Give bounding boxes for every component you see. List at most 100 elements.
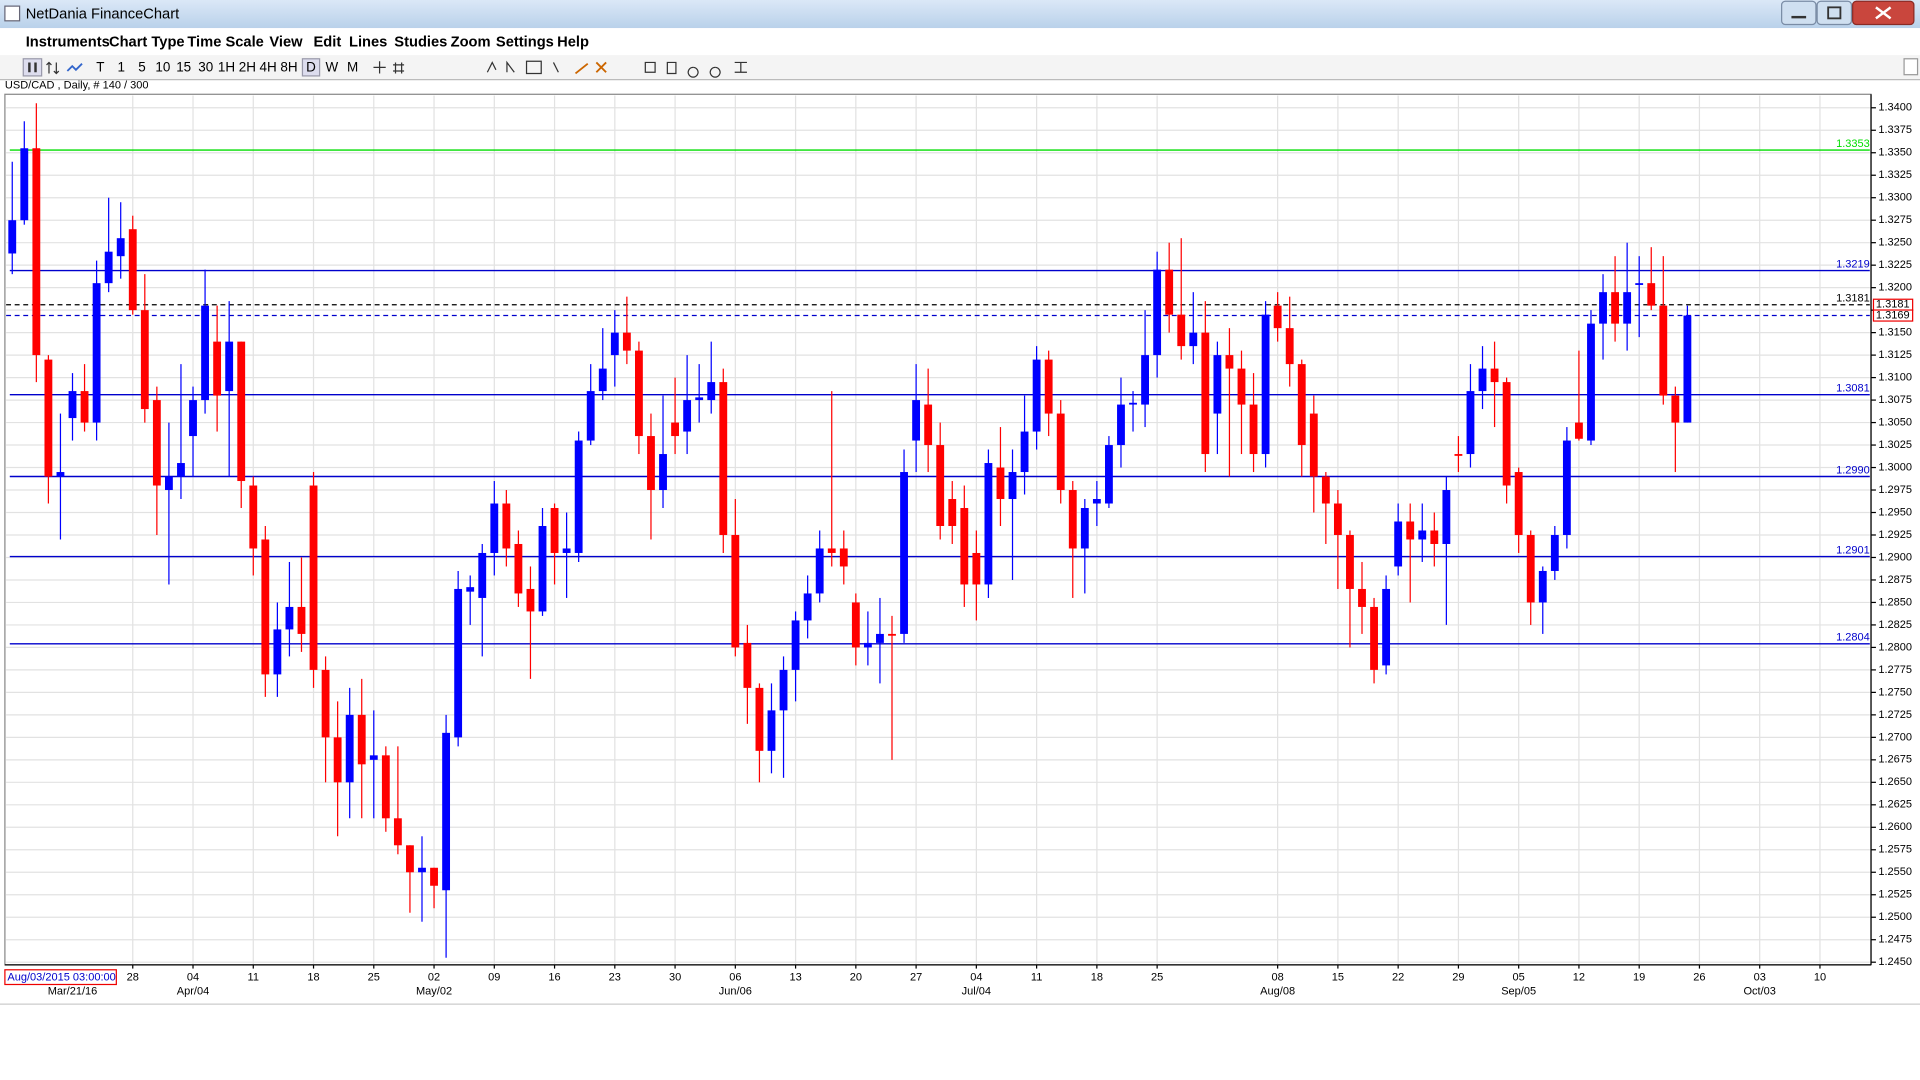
candle-body (1285, 328, 1294, 365)
candle-body (1141, 355, 1149, 405)
price-box-label: 1.3181 (1876, 299, 1910, 311)
timeframe-button[interactable]: D (306, 60, 316, 75)
timeframe-button[interactable]: 1H (218, 60, 235, 75)
menu-item[interactable]: Zoom (451, 35, 491, 51)
x-tick-label: 28 (127, 972, 139, 984)
level-label: 1.3353 (1836, 138, 1870, 150)
candle-body (1237, 368, 1246, 405)
candle-body (430, 867, 438, 886)
line-tools[interactable] (574, 61, 607, 75)
y-tick-label: 1.3250 (1878, 237, 1912, 249)
x-tick-label: 27 (910, 972, 922, 984)
menu-item[interactable]: Edit (313, 35, 341, 51)
y-tick-label: 1.2700 (1878, 731, 1912, 743)
candle-body (56, 472, 65, 477)
candle-body (1177, 314, 1186, 347)
candles (8, 103, 1692, 958)
y-tick-label: 1.3325 (1878, 169, 1912, 181)
y-tick-label: 1.3150 (1878, 327, 1912, 339)
x-tick-label: 26 (1693, 972, 1705, 984)
close-icon (1875, 6, 1892, 20)
candle-body (755, 687, 764, 751)
axes: 1.2450 1.2475 1.2500 1.2525 1.2550 1.2575 1.26… (48, 102, 1914, 998)
menu-item[interactable]: Chart Type (109, 35, 185, 51)
candle-body (164, 476, 173, 491)
timeframe-button[interactable]: 8H (280, 60, 297, 75)
candle-body (803, 593, 812, 621)
print-zoom-tools[interactable] (644, 61, 747, 78)
y-tick-label: 1.3300 (1878, 192, 1912, 204)
candle-body (936, 445, 945, 526)
month-label: Sep/05 (1501, 986, 1536, 998)
x-tick-label: 15 (1332, 972, 1344, 984)
y-tick-label: 1.2550 (1878, 866, 1912, 878)
candle-body (1225, 355, 1234, 369)
panel-button[interactable] (1903, 58, 1919, 76)
month-label: Oct/03 (1743, 986, 1775, 998)
menu-item[interactable]: View (269, 35, 303, 51)
candle-body (960, 508, 969, 585)
candle-body (1201, 332, 1210, 455)
candle-body (466, 587, 475, 592)
y-tick-label: 1.2875 (1878, 574, 1912, 586)
candle-body (526, 588, 535, 612)
x-tick-label: 23 (609, 972, 621, 984)
candle-body (1056, 413, 1065, 491)
timeframe-button[interactable]: 10 (155, 60, 170, 75)
y-tick-label: 1.3000 (1878, 461, 1912, 473)
candle-body (731, 534, 740, 648)
menu-item[interactable]: Settings (496, 35, 554, 51)
menu-item[interactable]: Time Scale (187, 35, 263, 51)
x-tick-label: 19 (1633, 972, 1645, 984)
candle-body (550, 508, 559, 553)
line-chart-icon[interactable] (66, 63, 83, 72)
pause-button[interactable] (22, 58, 43, 77)
candle-body (1550, 534, 1559, 571)
maximize-icon (1827, 6, 1842, 20)
candle-body (1611, 292, 1620, 324)
candle-body (743, 642, 752, 688)
x-tick-label: 10 (1814, 972, 1826, 984)
x-tick-label: 11 (248, 972, 259, 984)
menu-item[interactable]: Studies (394, 35, 447, 51)
candle-body (1599, 292, 1607, 324)
timeframe-button[interactable]: 15 (176, 60, 191, 75)
x-tick-label: 02 (428, 972, 440, 984)
timeframe-button[interactable]: T (96, 60, 104, 75)
y-tick-label: 1.2950 (1878, 506, 1912, 518)
candle-body (1466, 391, 1475, 455)
timeframe-button[interactable]: 30 (198, 60, 213, 75)
cursor-time: Aug/03/2015 03:00:00 (7, 972, 115, 984)
timeframe-button[interactable]: 5 (138, 60, 145, 75)
candle-body (189, 400, 197, 437)
timeframe-button[interactable]: M (347, 60, 358, 75)
drawing-tools[interactable] (486, 60, 559, 75)
candle-body (104, 251, 113, 284)
minimize-button[interactable] (1781, 0, 1817, 26)
candle-body (659, 454, 667, 491)
crosshair-icon[interactable] (373, 61, 405, 74)
y-tick-label: 1.2525 (1878, 889, 1912, 901)
timeframe-button[interactable]: 1 (117, 60, 124, 75)
candle-body (1382, 588, 1391, 666)
menu-item[interactable]: Instruments (26, 35, 110, 51)
timeframe-button[interactable]: 4H (260, 60, 277, 75)
month-label: Apr/04 (177, 986, 209, 998)
candle-body (177, 463, 185, 477)
candle-body (333, 737, 342, 783)
candle-body (80, 391, 89, 423)
x-tick-label: 09 (488, 972, 500, 984)
y-tick-label: 1.2600 (1878, 821, 1912, 833)
menu-item[interactable]: Help (557, 35, 589, 51)
candle-body (369, 755, 378, 760)
selected-button[interactable] (301, 58, 321, 77)
x-tick-label: 30 (669, 972, 681, 984)
candle-body (1261, 314, 1270, 455)
timeframe-button[interactable]: 2H (239, 60, 256, 75)
y-tick-label: 1.2800 (1878, 641, 1912, 653)
menu-item[interactable]: Lines (349, 35, 387, 51)
y-tick-label: 1.3375 (1878, 124, 1912, 136)
window-title: NetDania FinanceChart (26, 7, 179, 23)
timeframe-button[interactable]: W (325, 60, 338, 75)
maximize-button[interactable] (1816, 0, 1853, 26)
